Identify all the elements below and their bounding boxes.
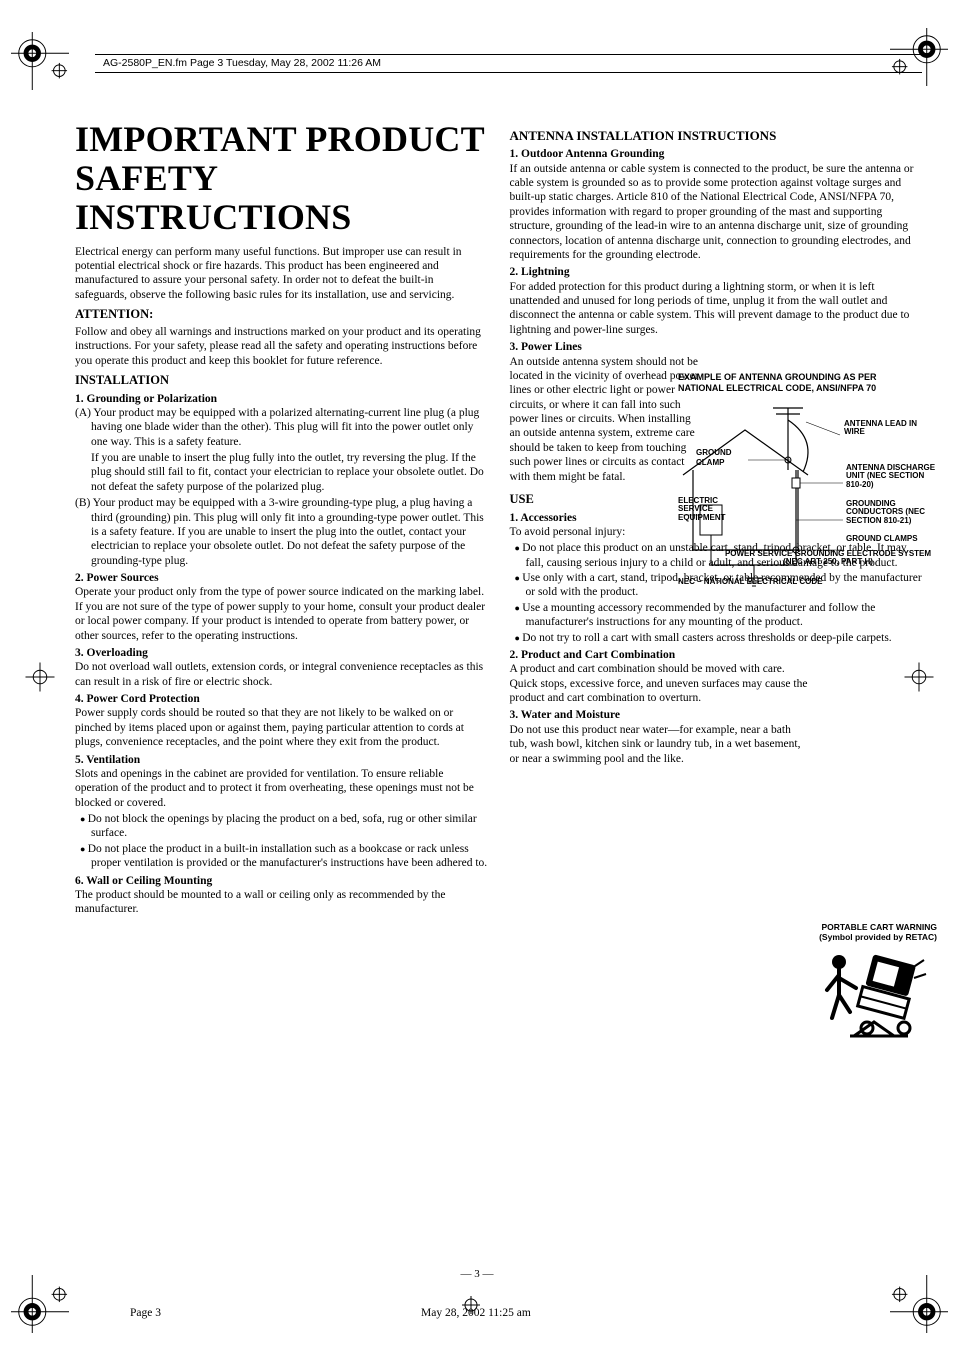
- inst6-heading: 6. Wall or Ceiling Mounting: [75, 874, 488, 888]
- inst6-text: The product should be mounted to a wall …: [75, 888, 488, 917]
- diagram-label-discharge-unit: ANTENNA DISCHARGE UNIT (NEC SECTION 810-…: [846, 464, 936, 489]
- inst1-b: (B) Your product may be equipped with a …: [75, 496, 488, 568]
- crop-mark-bottom-left: [11, 1275, 69, 1333]
- footer-left: Page 3: [130, 1306, 161, 1320]
- use1-bullet3: Use a mounting accessory recommended by …: [510, 601, 923, 630]
- attention-heading: ATTENTION:: [75, 307, 488, 323]
- inst5-bullet2: Do not place the product in a built-in i…: [75, 842, 488, 871]
- inst1-a: (A) Your product may be equipped with a …: [75, 406, 488, 449]
- cart-warning-line2: (Symbol provided by RETAC): [819, 932, 937, 942]
- main-title: IMPORTANT PRODUCT SAFETY INSTRUCTIONS: [75, 120, 488, 237]
- use2-heading: 2. Product and Cart Combination: [510, 648, 810, 662]
- inst4-heading: 4. Power Cord Protection: [75, 692, 488, 706]
- page-number: — 3 —: [0, 1268, 954, 1282]
- inst3-text: Do not overload wall outlets, extension …: [75, 660, 488, 689]
- diagram-label-nec: NEC – NATIONAL ELECTRICAL CODE: [678, 577, 928, 587]
- diagram-title-line2: NATIONAL ELECTRICAL CODE, ANSI/NFPA 70: [678, 383, 876, 393]
- inst4-text: Power supply cords should be routed so t…: [75, 706, 488, 749]
- crop-mark-bottom-right: [890, 1275, 948, 1333]
- cart-warning-line1: PORTABLE CART WARNING: [821, 922, 937, 932]
- diagram-label-electric-service: ELECTRIC SERVICE EQUIPMENT: [678, 497, 738, 522]
- diagram-label-electrode-system: POWER SERVICE GROUNDING ELECTRODE SYSTEM…: [718, 550, 938, 567]
- inst2-heading: 2. Power Sources: [75, 571, 488, 585]
- diagram-label-ground-clamp: GROUND CLAMP: [696, 448, 756, 468]
- inst5-text: Slots and openings in the cabinet are pr…: [75, 767, 488, 810]
- footer-right: May 28, 2002 11:25 am: [421, 1306, 531, 1320]
- inst5-bullet1: Do not block the openings by placing the…: [75, 812, 488, 841]
- attention-text: Follow and obey all warnings and instruc…: [75, 325, 488, 368]
- use2-text: A product and cart combination should be…: [510, 662, 810, 705]
- ant3-text: An outside antenna system should not be …: [510, 355, 700, 484]
- header-text: AG-2580P_EN.fm Page 3 Tuesday, May 28, 2…: [103, 57, 381, 69]
- inst3-heading: 3. Overloading: [75, 646, 488, 660]
- ant3-heading: 3. Power Lines: [510, 340, 700, 354]
- ant1-heading: 1. Outdoor Antenna Grounding: [510, 147, 923, 161]
- ant2-text: For added protection for this product du…: [510, 280, 923, 338]
- crop-mark-mid-left: [11, 648, 69, 706]
- diagram-label-conductors: GROUNDING CONDUCTORS (NEC SECTION 810-21…: [846, 500, 938, 525]
- left-column: IMPORTANT PRODUCT SAFETY INSTRUCTIONS El…: [75, 120, 488, 919]
- diagram-title-line1: EXAMPLE OF ANTENNA GROUNDING AS PER: [678, 372, 877, 382]
- ant2-heading: 2. Lightning: [510, 265, 923, 279]
- diagram-label-antenna-lead: ANTENNA LEAD IN WIRE: [844, 420, 934, 437]
- intro-paragraph: Electrical energy can perform many usefu…: [75, 245, 488, 303]
- antenna-grounding-diagram: EXAMPLE OF ANTENNA GROUNDING AS PER NATI…: [678, 372, 938, 602]
- use3-text: Do not use this product near water—for e…: [510, 723, 810, 766]
- cart-warning-label: PORTABLE CART WARNING (Symbol provided b…: [792, 922, 937, 942]
- use3-heading: 3. Water and Moisture: [510, 708, 810, 722]
- installation-heading: INSTALLATION: [75, 373, 488, 389]
- inst1-a-cont: If you are unable to insert the plug ful…: [75, 451, 488, 494]
- inst2-text: Operate your product only from the type …: [75, 585, 488, 643]
- crop-mark-top-left: [11, 32, 69, 90]
- use1-bullet4: Do not try to roll a cart with small cas…: [510, 631, 923, 645]
- ant1-text: If an outside antenna or cable system is…: [510, 162, 923, 263]
- diagram-label-ground-clamps: GROUND CLAMPS: [846, 534, 936, 544]
- header-filename-bar: AG-2580P_EN.fm Page 3 Tuesday, May 28, 2…: [95, 54, 922, 73]
- inst1-heading: 1. Grounding or Polarization: [75, 392, 488, 406]
- inst5-heading: 5. Ventilation: [75, 753, 488, 767]
- cart-tipping-icon: [822, 950, 927, 1040]
- antenna-heading: ANTENNA INSTALLATION INSTRUCTIONS: [510, 128, 923, 144]
